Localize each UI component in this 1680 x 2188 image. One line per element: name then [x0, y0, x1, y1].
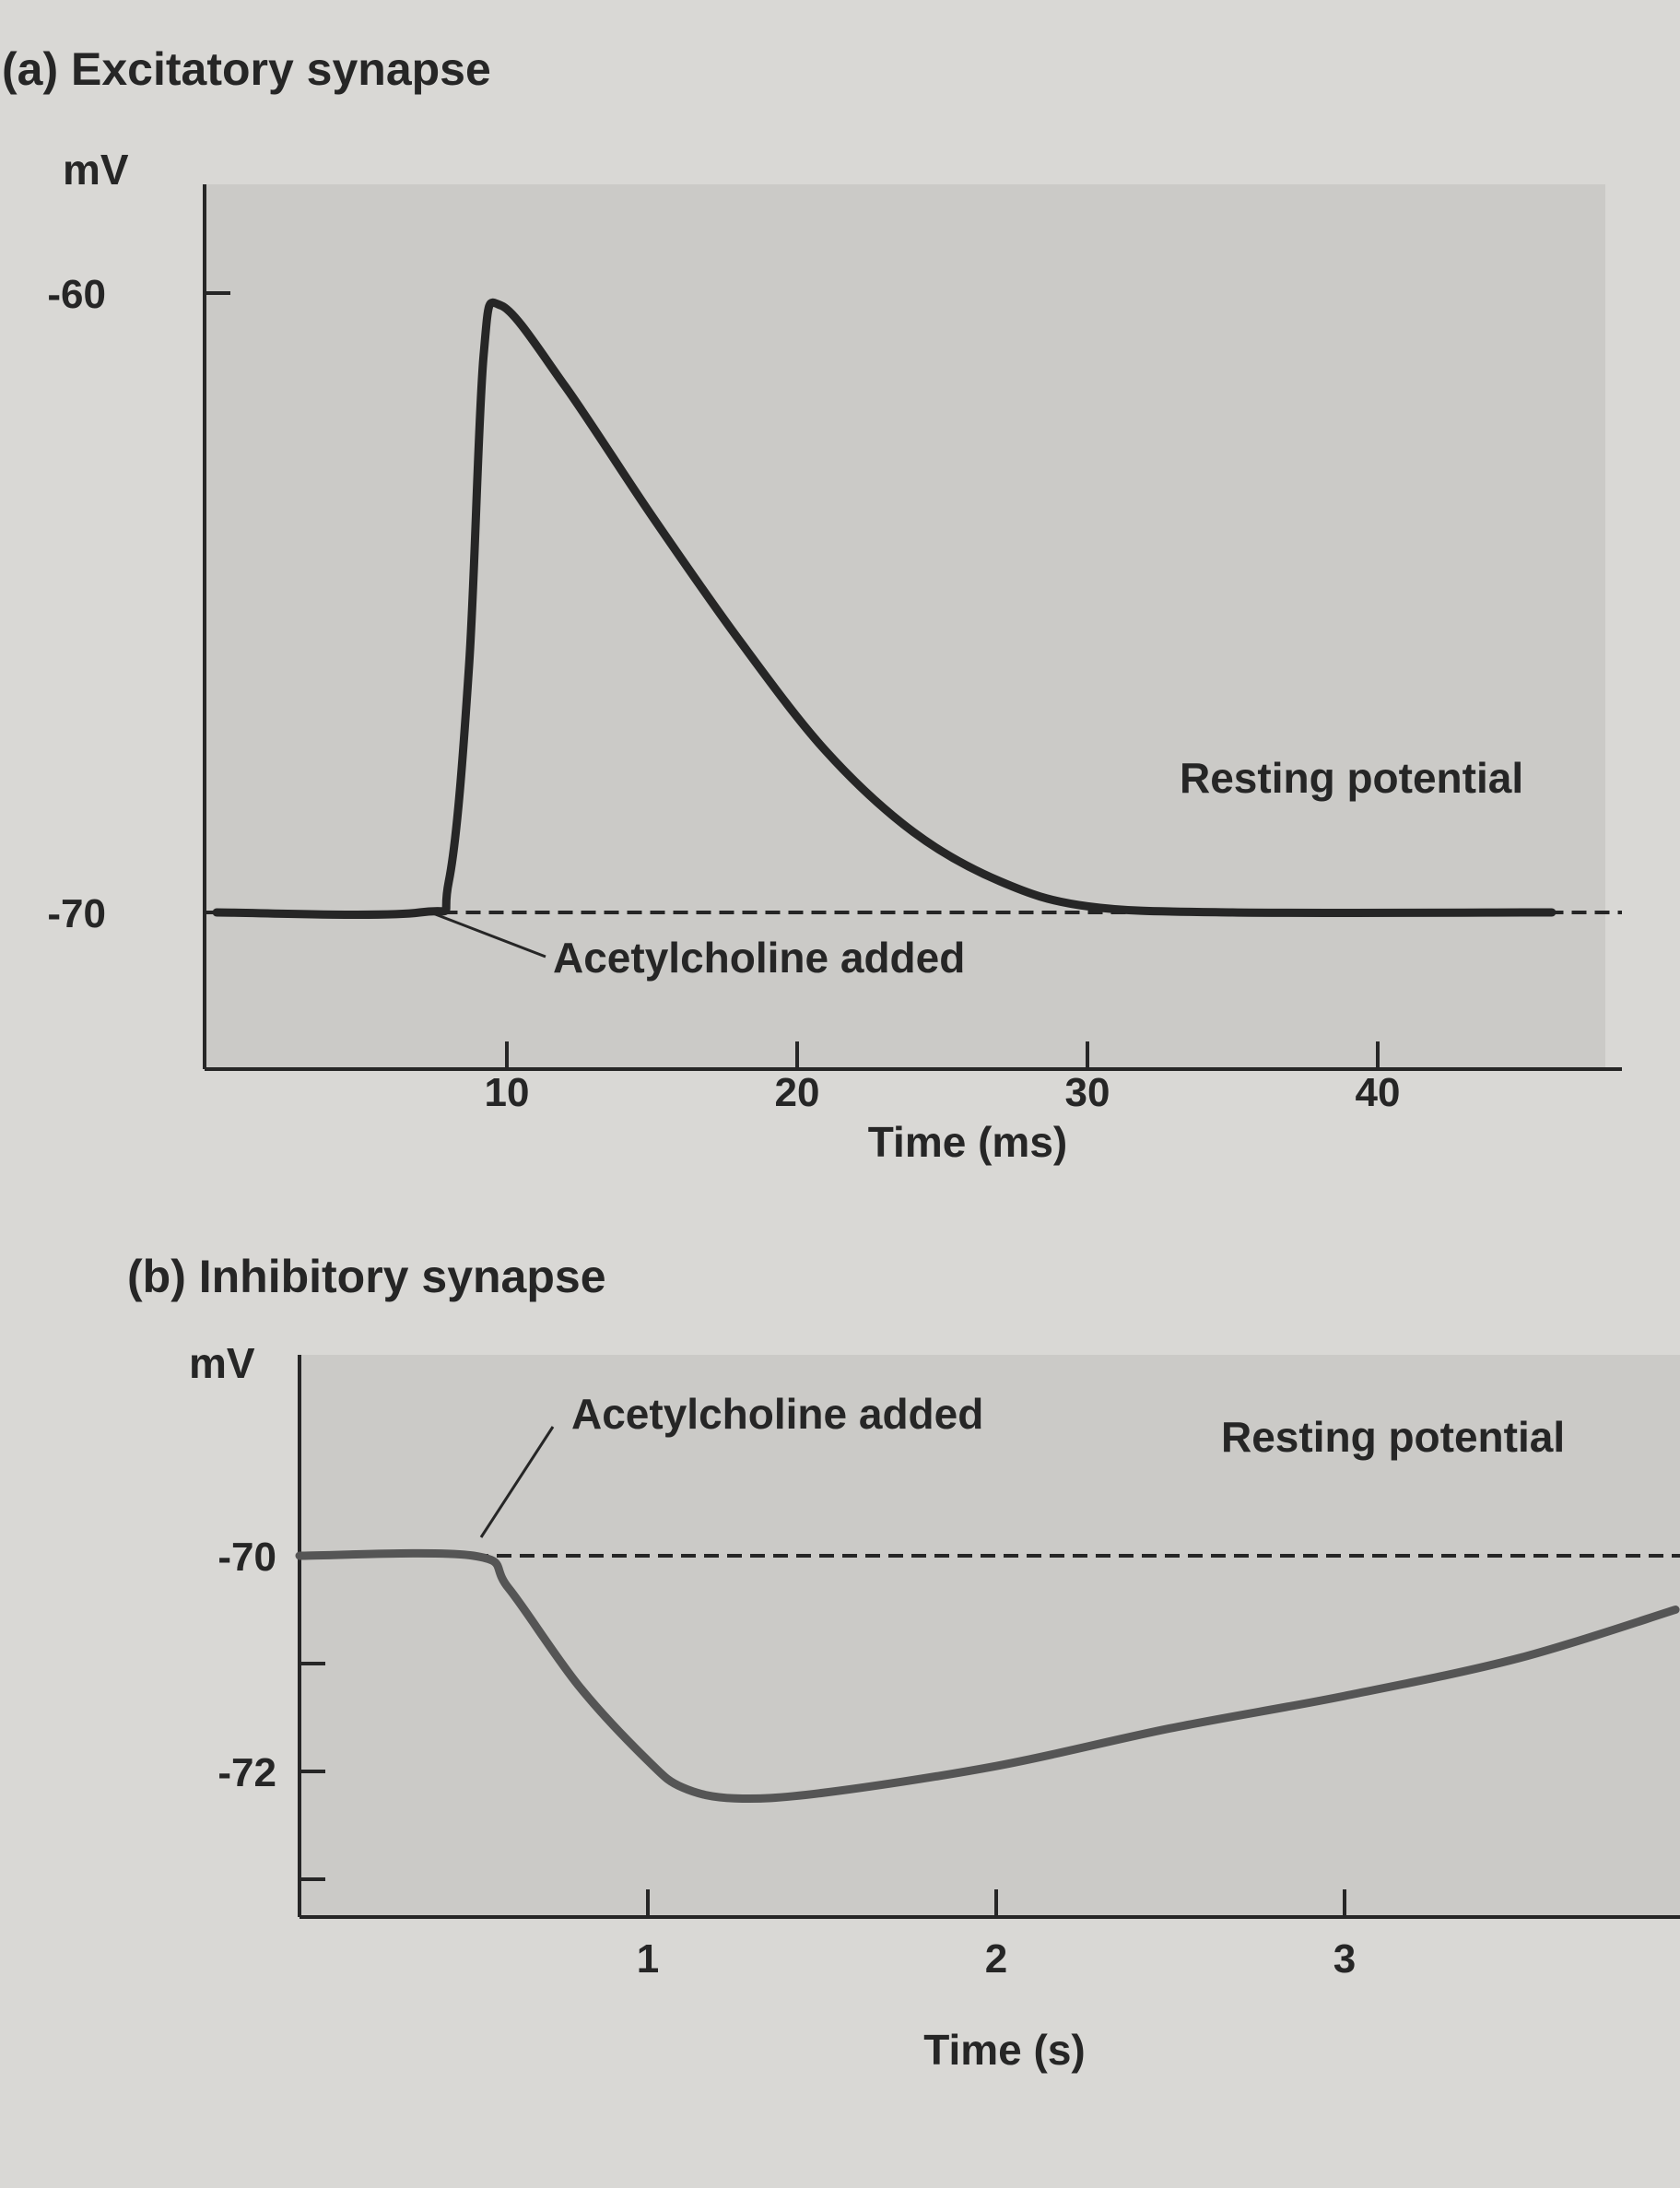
- axes: -70 -72 1 2 3: [217, 1355, 1680, 1982]
- stimulus-pointer: [425, 909, 546, 959]
- chart-inhibitory: (b) Inhibitory synapse mV Time (s) Resti…: [127, 1251, 1680, 2074]
- chart-title: (b) Inhibitory synapse: [127, 1251, 606, 1302]
- plot-area: [300, 1355, 1680, 1917]
- stimulus-label: Acetylcholine added: [571, 1390, 983, 1438]
- x-axis-label: Time (ms): [868, 1118, 1067, 1166]
- y-tick-label: -72: [217, 1750, 276, 1795]
- plot-area: [205, 184, 1605, 1069]
- x-tick-label: 2: [985, 1936, 1007, 1982]
- x-tick-label: 20: [775, 1070, 820, 1115]
- membrane-potential-trace: [212, 298, 1557, 919]
- x-tick-label: 30: [1065, 1070, 1110, 1115]
- resting-potential-label: Resting potential: [1221, 1413, 1565, 1461]
- y-tick-label: -70: [217, 1535, 276, 1580]
- y-tick-label: -70: [47, 891, 106, 936]
- chart-excitatory: (a) Excitatory synapse mV Time (ms) Rest…: [2, 43, 1622, 1166]
- x-tick-label: 40: [1356, 1070, 1401, 1115]
- x-tick-label: 10: [485, 1070, 530, 1115]
- x-tick-label: 1: [637, 1936, 659, 1982]
- x-axis-label: Time (s): [923, 2026, 1086, 2074]
- chart-title: (a) Excitatory synapse: [2, 43, 491, 95]
- stimulus-pointer: [479, 1426, 555, 1538]
- y-axis-label: mV: [189, 1339, 255, 1387]
- membrane-potential-trace: [295, 1548, 1680, 1804]
- y-tick-label: -60: [47, 272, 106, 317]
- resting-potential-label: Resting potential: [1180, 754, 1523, 802]
- axes: -60 -70 10 20 30 40: [47, 184, 1622, 1115]
- stimulus-label: Acetylcholine added: [553, 934, 965, 982]
- y-axis-label: mV: [63, 146, 129, 194]
- x-tick-label: 3: [1333, 1936, 1356, 1982]
